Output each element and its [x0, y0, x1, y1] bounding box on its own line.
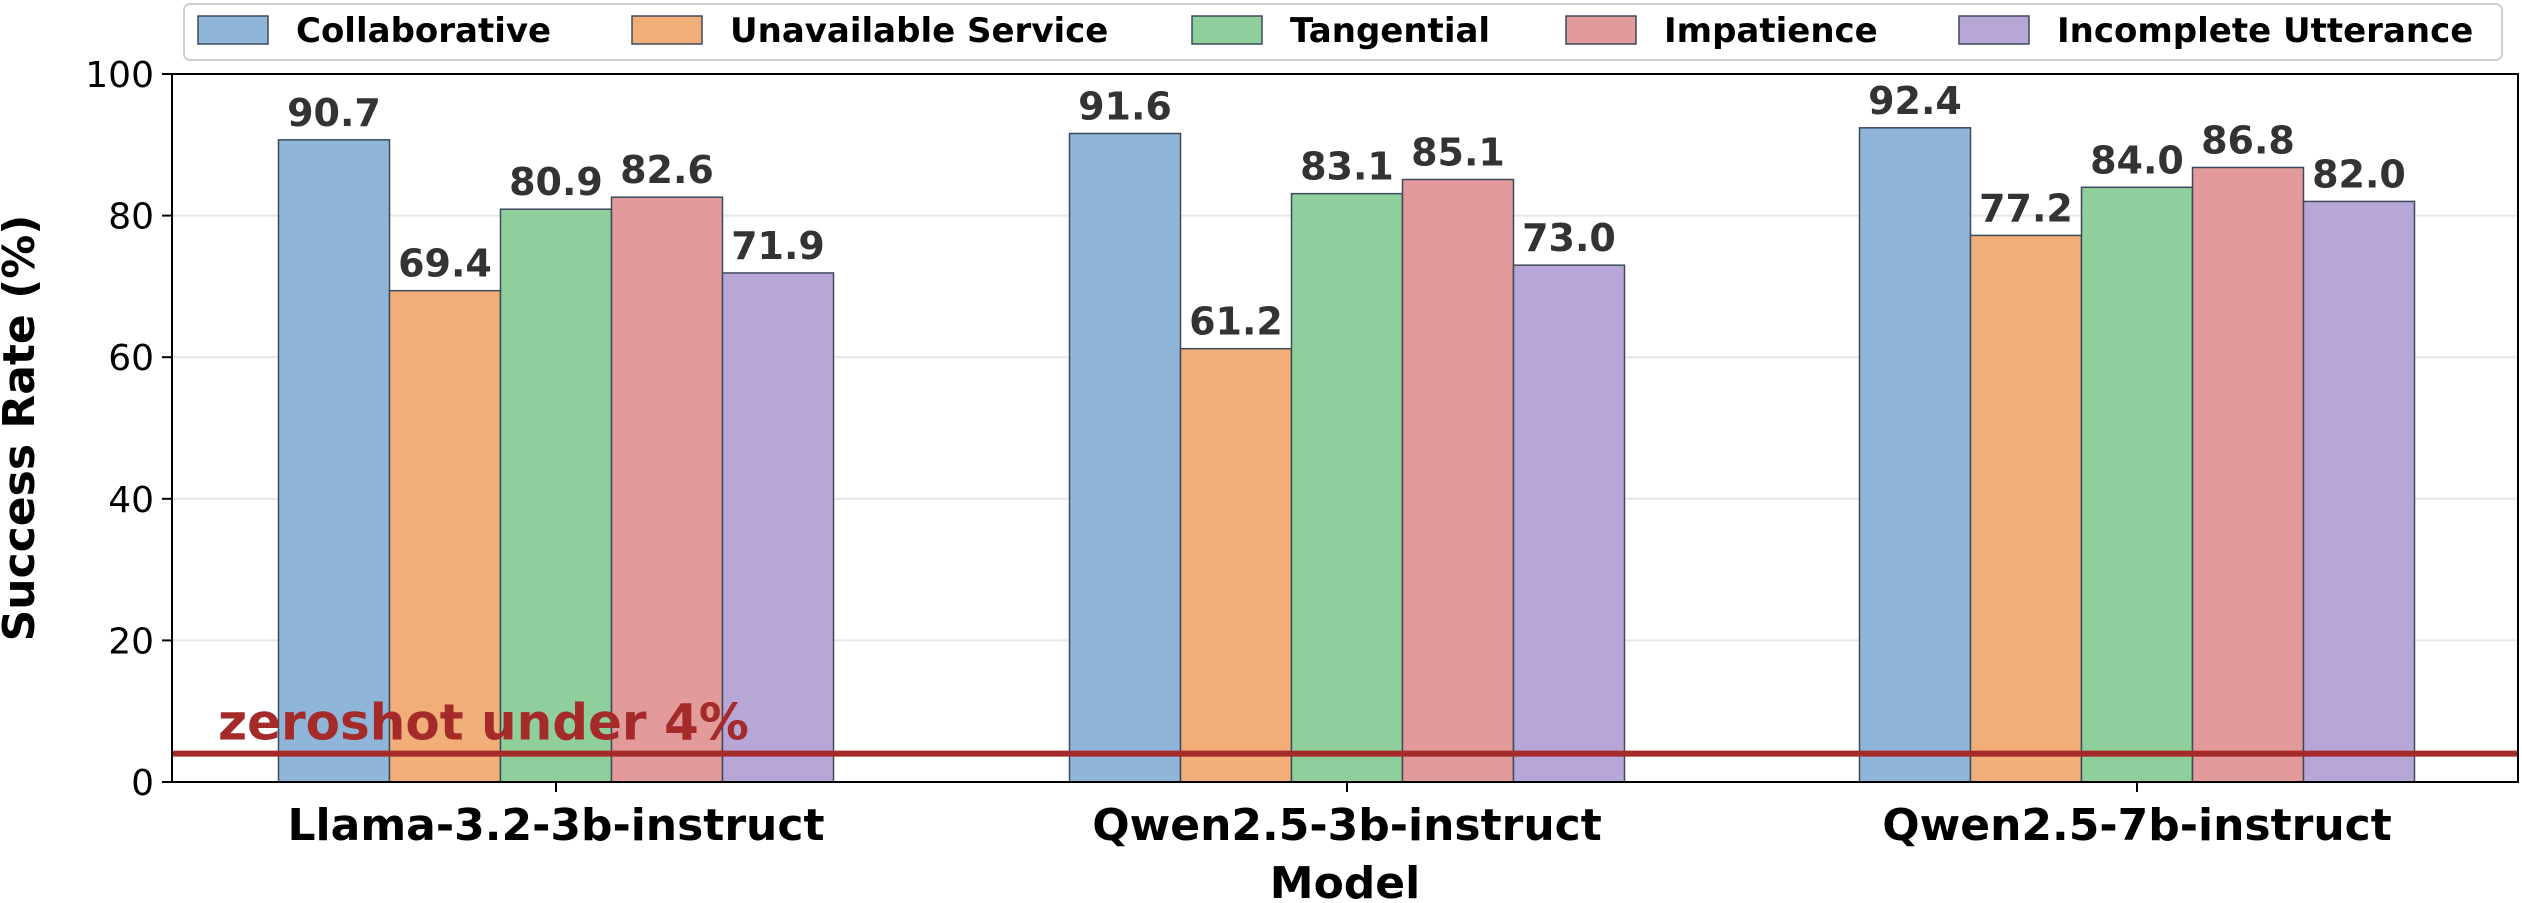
- reference-line-label: zeroshot under 4%: [218, 694, 749, 752]
- bar: [1969, 234, 2083, 783]
- legend-swatch: [1191, 15, 1263, 45]
- y-tick-label: 60: [108, 338, 154, 379]
- x-axis-title: Model: [1270, 858, 1420, 903]
- bar-value-label: 71.9: [731, 224, 825, 268]
- y-tick-label: 100: [85, 55, 154, 96]
- bar-value-label: 69.4: [398, 242, 492, 286]
- reference-line-group: zeroshot under 4%: [172, 694, 2518, 757]
- y-tick-label: 80: [108, 197, 154, 238]
- bar-value-label: 82.0: [2312, 152, 2406, 196]
- bar-value-label: 85.1: [1411, 130, 1505, 174]
- bars: [277, 127, 2416, 783]
- bar-value-label: 80.9: [509, 160, 603, 204]
- bar: [2191, 166, 2305, 783]
- bar: [1858, 127, 1972, 783]
- legend-swatch: [1958, 15, 2030, 45]
- x-tick-label: Llama-3.2-3b-instruct: [288, 800, 825, 851]
- legend-swatch: [631, 15, 703, 45]
- bar-value-label: 61.2: [1189, 300, 1283, 344]
- y-axis-title: Success Rate (%): [0, 215, 45, 642]
- bar-value-label: 92.4: [1868, 79, 1962, 123]
- value-labels: 90.7 69.4 80.9 82.6 71.9 91.6 61.2 83.1 85.1 73.0…: [287, 79, 2406, 344]
- bar-value-label: 77.2: [1979, 186, 2073, 230]
- y-tick-label: 20: [108, 621, 154, 662]
- legend-frame: [183, 3, 2503, 61]
- bar-value-label: 83.1: [1300, 145, 1394, 189]
- y-tick-label: 40: [108, 480, 154, 521]
- legend-label: Tangential: [1290, 11, 1490, 51]
- bar-value-label: 73.0: [1522, 216, 1616, 260]
- bar-value-label: 91.6: [1078, 84, 1172, 128]
- bar: [1290, 192, 1404, 783]
- bar: [721, 272, 835, 783]
- x-tick-label: Qwen2.5-3b-instruct: [1092, 800, 1602, 851]
- bar-value-label: 90.7: [287, 91, 381, 135]
- y-tick-label: 0: [131, 763, 154, 804]
- bar: [2302, 200, 2416, 783]
- bar: [1401, 178, 1515, 783]
- bar: [610, 196, 724, 783]
- plot-frame: [171, 73, 2519, 783]
- bar: [1512, 264, 1626, 783]
- legend-swatch: [197, 15, 269, 45]
- bar-value-label: 82.6: [620, 148, 714, 192]
- bar: [1068, 132, 1182, 783]
- x-tick-label: Qwen2.5-7b-instruct: [1882, 800, 2392, 851]
- bar: [277, 139, 391, 783]
- legend-label: Collaborative: [296, 11, 551, 51]
- legend-label: Unavailable Service: [730, 11, 1108, 51]
- legend-swatch: [1565, 15, 1637, 45]
- bar-value-label: 84.0: [2090, 138, 2184, 182]
- bar-value-label: 86.8: [2201, 118, 2295, 162]
- bar: [2080, 186, 2194, 783]
- bar: [1179, 347, 1293, 783]
- legend-label: Incomplete Utterance: [2057, 11, 2473, 51]
- axis-ticks: 0 20 40 60 80 100 Llama-3.2-3b-instruct Qwen2.5…: [85, 55, 2392, 851]
- legend-label: Impatience: [1664, 11, 1878, 51]
- legend: Collaborative Unavailable Service Tangenti…: [183, 3, 2503, 61]
